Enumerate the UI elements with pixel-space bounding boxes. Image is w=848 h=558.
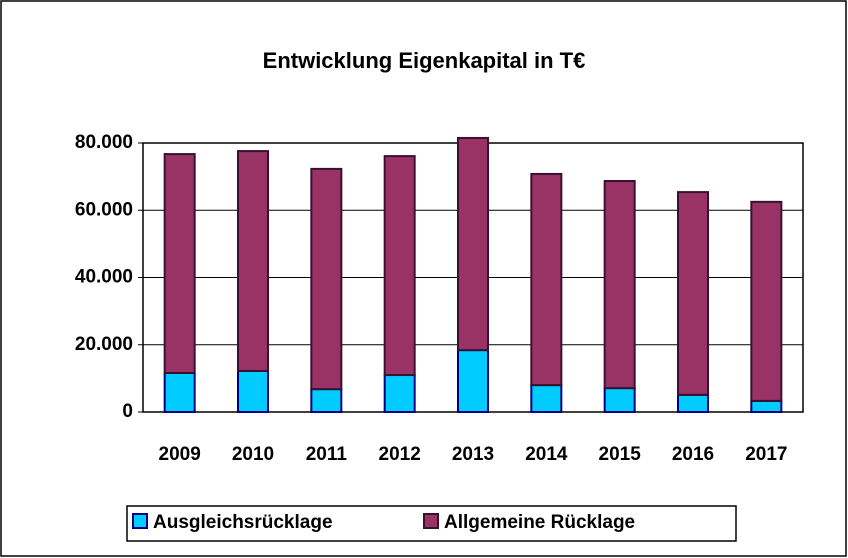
x-tick-label: 2012 — [379, 444, 421, 465]
x-tick-label: 2015 — [599, 444, 642, 465]
x-tick-label: 2009 — [159, 444, 201, 465]
bar-segment — [750, 200, 783, 402]
y-tick-label: 20.000 — [75, 334, 133, 355]
x-tick-label: 2017 — [745, 444, 787, 465]
y-tick-label: 40.000 — [75, 267, 133, 288]
x-tick-label: 2013 — [452, 444, 494, 465]
y-tick-label: 60.000 — [75, 199, 133, 220]
bar-segment — [383, 374, 416, 414]
x-tick-label: 2011 — [306, 444, 348, 465]
bar-segment — [677, 393, 709, 414]
bar-segment — [750, 399, 783, 413]
bar-segment — [603, 387, 636, 414]
x-tick-label: 2016 — [672, 444, 714, 465]
x-tick-label: 2014 — [525, 444, 568, 465]
bar-segment — [310, 167, 343, 391]
bar-segment — [237, 150, 269, 372]
chart-title: Entwicklung Eigenkapital in T€ — [263, 48, 586, 73]
bar-segment — [457, 349, 489, 414]
bar-segment — [163, 371, 196, 413]
bar-segment — [530, 384, 563, 414]
bar-segment — [457, 136, 489, 352]
y-tick-label: 80.000 — [75, 132, 133, 153]
legend-swatch — [132, 513, 148, 529]
bar-segment — [677, 191, 709, 396]
bar-segment — [237, 369, 269, 414]
bar-segment — [163, 153, 196, 374]
bar-segment — [603, 179, 636, 390]
bar-segment — [383, 155, 416, 377]
y-tick-label: 0 — [122, 401, 133, 422]
bar-segment — [310, 388, 343, 414]
x-tick-label: 2010 — [232, 444, 274, 465]
legend-label: Ausgleichsrücklage — [153, 512, 333, 533]
legend-label: Allgemeine Rücklage — [444, 512, 635, 533]
bar-segment — [530, 172, 563, 387]
legend-swatch — [423, 513, 439, 529]
